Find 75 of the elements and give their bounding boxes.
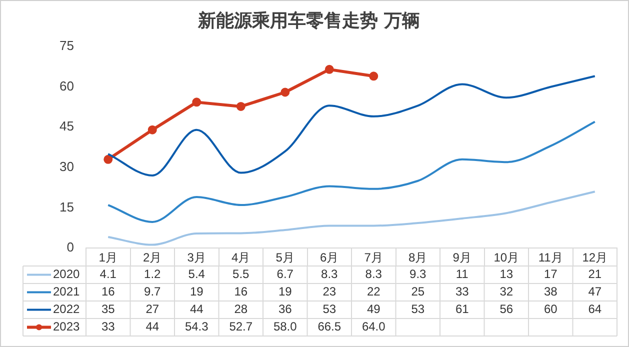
data-label: 8.3	[321, 267, 338, 282]
data-label: 58.0	[273, 320, 298, 334]
data-label: 35	[101, 302, 116, 316]
y-tick-label: 75	[60, 38, 74, 54]
data-label: 22	[366, 284, 381, 299]
data-label: 44	[190, 302, 204, 316]
legend-label: 2020	[53, 267, 80, 282]
data-label: 28	[234, 302, 248, 316]
point	[369, 72, 378, 81]
point	[236, 102, 246, 111]
data-label: 32	[500, 284, 514, 299]
x-tick-label: 4月	[232, 250, 250, 265]
data-label: 49	[366, 302, 381, 316]
x-tick-label: 10月	[494, 250, 520, 265]
point	[192, 98, 202, 107]
data-label: 27	[146, 302, 160, 316]
data-label: 9.7	[144, 284, 162, 299]
data-label: 38	[544, 284, 558, 299]
data-label: 54.3	[184, 320, 209, 334]
data-label: 53	[411, 302, 425, 316]
data-label: 16	[234, 284, 248, 299]
data-label: 21	[588, 267, 602, 282]
data-label: 6.7	[276, 267, 294, 282]
data-label: 52.7	[229, 320, 253, 334]
point	[280, 88, 290, 97]
y-tick-label: 0	[66, 240, 74, 255]
data-label: 8.3	[365, 267, 382, 282]
point	[148, 125, 157, 134]
chart-title: 新能源乘用车零售走势 万辆	[196, 10, 420, 32]
data-label: 33	[101, 320, 116, 334]
y-tick-label: 15	[60, 199, 74, 214]
data-label: 64.0	[362, 320, 386, 334]
data-label: 13	[500, 267, 514, 282]
x-tick-label: 11月	[538, 250, 563, 265]
data-label: 11	[456, 267, 469, 282]
x-tick-label: 9月	[452, 250, 472, 265]
x-tick-label: 8月	[408, 250, 428, 265]
point	[324, 64, 334, 74]
data-label: 44	[146, 320, 160, 334]
line-series	[107, 190, 596, 246]
y-tick-label: 60	[60, 78, 74, 94]
data-label: 47	[588, 284, 602, 299]
data-label: 25	[411, 284, 425, 299]
x-tick-label: 2月	[143, 250, 162, 265]
data-label: 33	[455, 284, 470, 299]
x-tick-label: 3月	[187, 250, 206, 265]
x-tick-label: 6月	[320, 250, 339, 265]
data-label: 4.1	[100, 267, 117, 282]
data-label: 56	[500, 302, 514, 316]
data-label: 60	[544, 302, 558, 316]
x-tick-label: 12月	[582, 250, 608, 265]
line-series	[107, 120, 596, 223]
x-tick-label: 5月	[276, 250, 294, 265]
legend-label: 2023	[53, 320, 80, 334]
data-label: 64	[588, 302, 602, 316]
legend-label: 2021	[53, 284, 80, 299]
x-tick-label: 7月	[364, 250, 383, 265]
y-tick-label: 45	[60, 118, 74, 134]
data-label: 23	[322, 284, 336, 299]
data-label: 61	[455, 302, 470, 316]
data-label: 17	[544, 267, 558, 282]
x-tick-label: 1月	[98, 250, 118, 265]
point	[104, 154, 113, 164]
y-tick-label: 30	[60, 159, 74, 174]
data-label: 1.2	[144, 267, 162, 282]
data-label: 5.5	[232, 267, 250, 282]
data-label: 19	[278, 284, 292, 299]
data-label: 53	[322, 302, 336, 316]
data-label: 9.3	[410, 267, 427, 282]
data-label: 5.4	[188, 267, 206, 282]
data-label: 16	[101, 284, 116, 299]
data-label: 36	[278, 302, 292, 316]
data-label: 66.5	[318, 320, 342, 334]
legend-label: 2022	[53, 302, 80, 316]
data-label: 19	[190, 284, 204, 299]
